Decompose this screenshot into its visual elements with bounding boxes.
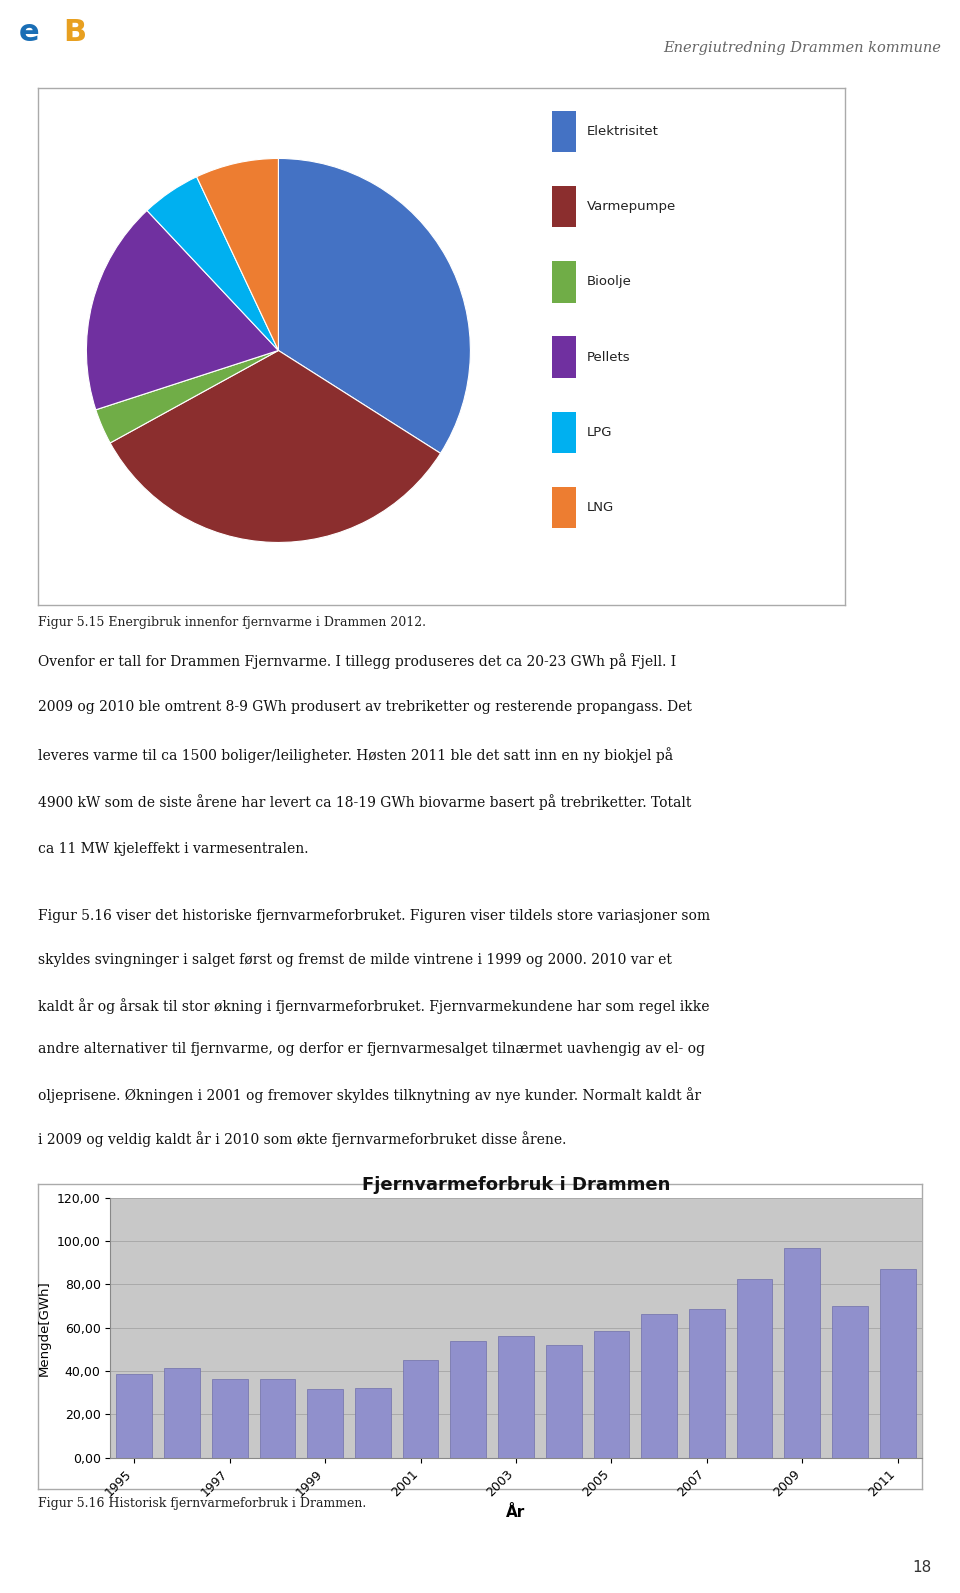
Bar (552, 336, 576, 378)
Bar (402, 1360, 439, 1458)
Bar (552, 487, 576, 529)
Text: andre alternativer til fjernvarme, og derfor er fjernvarmesalget tilnærmet uavhe: andre alternativer til fjernvarme, og de… (38, 1042, 706, 1056)
Bar (880, 1270, 916, 1458)
Bar (355, 1389, 391, 1458)
Text: Elektrisitet: Elektrisitet (587, 124, 659, 137)
Bar (784, 1247, 820, 1458)
Bar (307, 1389, 343, 1458)
X-axis label: År: År (506, 1505, 526, 1520)
Bar (164, 1368, 200, 1458)
Text: Pellets: Pellets (587, 350, 631, 363)
Bar (552, 110, 576, 151)
Text: e: e (19, 18, 39, 48)
Text: B: B (63, 18, 86, 48)
Text: Bioolje: Bioolje (587, 276, 632, 288)
Text: 4900 kW som de siste årene har levert ca 18-19 GWh biovarme basert på trebrikett: 4900 kW som de siste årene har levert ca… (38, 795, 692, 811)
Text: Ovenfor er tall for Drammen Fjernvarme. I tillegg produseres det ca 20-23 GWh på: Ovenfor er tall for Drammen Fjernvarme. … (38, 653, 677, 669)
Bar (689, 1309, 725, 1458)
Wedge shape (147, 177, 278, 350)
Bar (546, 1344, 582, 1458)
Text: LNG: LNG (587, 502, 614, 515)
Y-axis label: Mengde[GWh]: Mengde[GWh] (38, 1279, 51, 1376)
Wedge shape (110, 350, 441, 543)
Wedge shape (197, 158, 278, 350)
Title: Fjernvarmeforbruk i Drammen: Fjernvarmeforbruk i Drammen (362, 1176, 670, 1193)
Text: Figur 5.16 viser det historiske fjernvarmeforbruket. Figuren viser tildels store: Figur 5.16 viser det historiske fjernvar… (38, 908, 710, 922)
Text: Figur 5.15 Energibruk innenfor fjernvarme i Drammen 2012.: Figur 5.15 Energibruk innenfor fjernvarm… (38, 616, 426, 629)
Bar (212, 1378, 248, 1458)
Bar (259, 1378, 296, 1458)
Bar (641, 1314, 677, 1458)
Bar (116, 1375, 152, 1458)
Text: Energiutredning Drammen kommune: Energiutredning Drammen kommune (663, 41, 941, 54)
Bar (552, 186, 576, 228)
Text: LPG: LPG (587, 425, 612, 440)
Text: kaldt år og årsak til stor økning i fjernvarmeforbruket. Fjernvarmekundene har s: kaldt år og årsak til stor økning i fjer… (38, 997, 709, 1013)
Bar (498, 1337, 534, 1458)
Text: Varmepumpe: Varmepumpe (587, 201, 676, 213)
Text: leveres varme til ca 1500 boliger/leiligheter. Høsten 2011 ble det satt inn en n: leveres varme til ca 1500 boliger/leilig… (38, 747, 674, 763)
Wedge shape (86, 210, 278, 409)
Bar (593, 1332, 630, 1458)
Bar (736, 1279, 773, 1458)
Wedge shape (96, 350, 278, 443)
Bar (450, 1341, 486, 1458)
Text: 18: 18 (912, 1560, 931, 1575)
Bar (552, 261, 576, 303)
Bar (832, 1306, 868, 1458)
Text: ca 11 MW kjeleffekt i varmesentralen.: ca 11 MW kjeleffekt i varmesentralen. (38, 841, 309, 855)
Text: skyldes svingninger i salget først og fremst de milde vintrene i 1999 og 2000. 2: skyldes svingninger i salget først og fr… (38, 953, 672, 967)
Text: 2009 og 2010 ble omtrent 8-9 GWh produsert av trebriketter og resterende propang: 2009 og 2010 ble omtrent 8-9 GWh produse… (38, 701, 692, 714)
Bar (552, 411, 576, 452)
Text: i 2009 og veldig kaldt år i 2010 som økte fjernvarmeforbruket disse årene.: i 2009 og veldig kaldt år i 2010 som økt… (38, 1131, 566, 1147)
Text: Figur 5.16 Historisk fjernvarmeforbruk i Drammen.: Figur 5.16 Historisk fjernvarmeforbruk i… (38, 1497, 367, 1510)
Wedge shape (278, 158, 470, 454)
Text: oljeprisene. Økningen i 2001 og fremover skyldes tilknytning av nye kunder. Norm: oljeprisene. Økningen i 2001 og fremover… (38, 1086, 702, 1102)
